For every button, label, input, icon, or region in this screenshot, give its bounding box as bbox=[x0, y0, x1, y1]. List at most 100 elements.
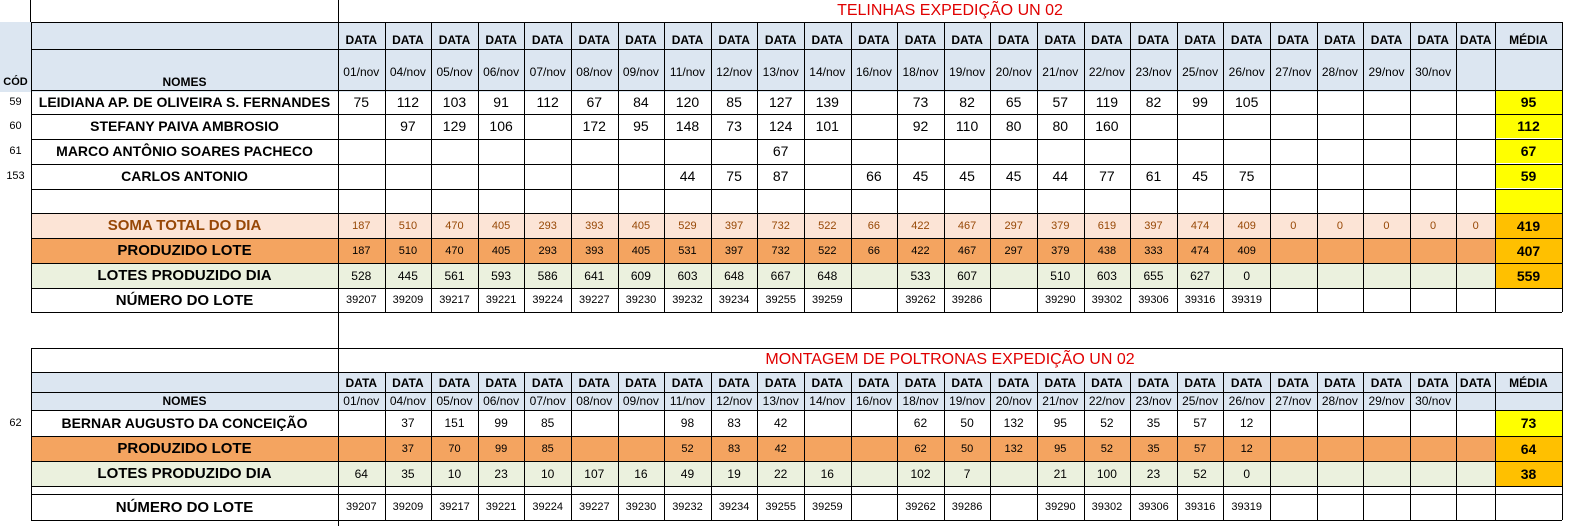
column-header-media: MÉDIA bbox=[1509, 376, 1548, 390]
value-cell: 95 bbox=[1054, 442, 1067, 455]
value-cell: 65 bbox=[1005, 94, 1022, 110]
row-label: SOMA TOTAL DO DIA bbox=[107, 217, 262, 234]
value-cell: 445 bbox=[397, 268, 418, 283]
grid-line bbox=[850, 22, 852, 312]
value-cell: 627 bbox=[1190, 268, 1211, 283]
value-cell: 12 bbox=[1240, 442, 1253, 455]
value-cell: 22 bbox=[774, 466, 788, 481]
grid-line bbox=[1456, 22, 1458, 312]
value-cell bbox=[804, 164, 851, 188]
value-cell: 85 bbox=[726, 94, 742, 110]
column-header-data: DATA bbox=[578, 33, 611, 47]
grid-line bbox=[384, 372, 386, 520]
value-cell: 603 bbox=[677, 268, 698, 283]
value-cell bbox=[1270, 114, 1317, 138]
value-cell: 37 bbox=[401, 442, 415, 455]
value-cell: 510 bbox=[1050, 268, 1071, 283]
value-cell: 61 bbox=[1145, 168, 1162, 184]
value-cell: 39207 bbox=[346, 294, 377, 306]
column-header-date: 25/nov bbox=[1182, 65, 1219, 79]
column-header-date: 06/nov bbox=[483, 394, 520, 408]
value-cell: 393 bbox=[585, 244, 604, 257]
value-cell bbox=[1456, 90, 1495, 114]
column-header-date: 23/nov bbox=[1135, 65, 1172, 79]
column-header-date: 26/nov bbox=[1228, 394, 1265, 408]
grid-line bbox=[338, 345, 339, 526]
value-cell bbox=[1317, 494, 1364, 520]
column-header-nomes: NOMES bbox=[162, 75, 207, 89]
row-label: NÚMERO DO LOTE bbox=[115, 291, 254, 309]
value-cell: 57 bbox=[1193, 442, 1207, 455]
column-header-data: DATA bbox=[1091, 376, 1123, 390]
value-cell: 397 bbox=[1144, 219, 1163, 232]
value-cell: 10 bbox=[447, 466, 462, 481]
column-header-date: 22/nov bbox=[1088, 394, 1125, 408]
column-header-date: 29/nov bbox=[1368, 65, 1405, 79]
employee-name: BERNAR AUGUSTO DA CONCEIÇÃO bbox=[61, 415, 308, 431]
column-header-data: DATA bbox=[578, 376, 611, 390]
grid-line bbox=[524, 22, 526, 312]
column-header-date: 05/nov bbox=[436, 65, 473, 79]
column-header-date: 27/nov bbox=[1275, 65, 1312, 79]
value-cell: 87 bbox=[772, 168, 789, 184]
column-header-data: DATA bbox=[625, 376, 657, 390]
value-cell: 607 bbox=[957, 268, 978, 283]
value-cell bbox=[618, 410, 665, 436]
value-cell bbox=[524, 114, 571, 138]
column-header-data: DATA bbox=[345, 33, 378, 47]
value-cell bbox=[338, 410, 385, 436]
value-cell: 39224 bbox=[532, 501, 563, 513]
grid-line bbox=[31, 90, 1562, 91]
column-header-date: 08/nov bbox=[576, 65, 613, 79]
grid-line bbox=[617, 372, 619, 520]
value-cell bbox=[851, 288, 898, 312]
grid-line bbox=[757, 372, 759, 520]
value-cell bbox=[1037, 139, 1084, 163]
value-cell bbox=[1130, 139, 1177, 163]
grid-line bbox=[31, 213, 1562, 214]
value-cell bbox=[618, 139, 665, 163]
grid-line bbox=[1083, 22, 1085, 312]
value-cell bbox=[385, 139, 432, 163]
value-cell bbox=[1410, 114, 1457, 138]
grid-line bbox=[31, 520, 1562, 521]
employee-name: STEFANY PAIVA AMBROSIO bbox=[90, 118, 279, 134]
grid-line bbox=[524, 372, 526, 520]
column-header-data: DATA bbox=[811, 376, 844, 390]
value-cell: 379 bbox=[1051, 219, 1070, 232]
value-cell bbox=[990, 288, 1037, 312]
grid-line bbox=[571, 372, 572, 520]
column-header-data: DATA bbox=[1459, 33, 1492, 47]
grid-line bbox=[31, 486, 1562, 487]
column-header-data: DATA bbox=[1459, 376, 1492, 390]
column-header-date: 30/nov bbox=[1415, 65, 1452, 79]
value-cell: 39319 bbox=[1231, 294, 1262, 306]
value-cell: 0 bbox=[1336, 219, 1343, 232]
value-cell: 80 bbox=[1005, 118, 1022, 134]
value-cell bbox=[338, 436, 385, 461]
value-cell: 619 bbox=[1097, 219, 1117, 232]
column-header-data: DATA bbox=[1184, 376, 1216, 390]
value-cell: 39259 bbox=[812, 294, 843, 306]
column-header-data: DATA bbox=[485, 376, 517, 390]
value-cell: 0 bbox=[1430, 219, 1437, 232]
value-cell bbox=[618, 164, 665, 188]
grid-line bbox=[1223, 372, 1225, 520]
value-cell: 528 bbox=[351, 268, 372, 283]
value-cell: 39259 bbox=[812, 501, 843, 513]
grid-line bbox=[710, 22, 712, 312]
value-cell: 35 bbox=[1147, 442, 1160, 455]
value-cell: 641 bbox=[584, 268, 605, 283]
value-cell: 39217 bbox=[439, 501, 470, 513]
column-header-data: DATA bbox=[392, 33, 424, 47]
value-cell: 52 bbox=[1100, 442, 1114, 455]
column-header-date: 26/nov bbox=[1228, 65, 1265, 79]
column-header-data: DATA bbox=[1184, 33, 1216, 47]
grid-line bbox=[1037, 22, 1038, 312]
media-cell: 67 bbox=[1495, 139, 1562, 163]
grid-line bbox=[1176, 372, 1178, 520]
value-cell bbox=[851, 494, 898, 520]
grid-line bbox=[1562, 348, 1563, 520]
value-cell: 82 bbox=[959, 94, 975, 110]
value-cell: 99 bbox=[494, 442, 508, 455]
